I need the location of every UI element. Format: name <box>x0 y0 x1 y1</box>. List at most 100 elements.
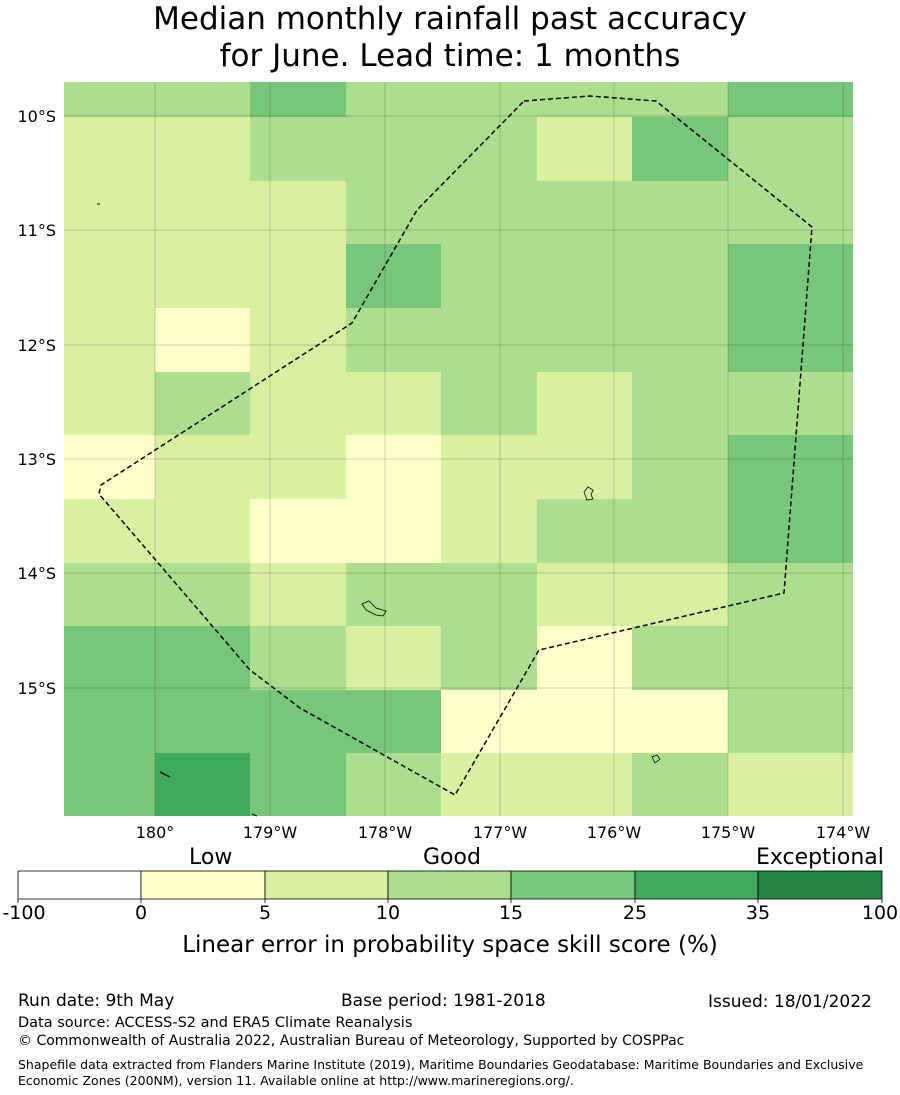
lat-label: 12°S <box>17 336 56 355</box>
grid-cell <box>250 181 346 244</box>
grid-cell <box>250 372 346 435</box>
grid-cell <box>250 563 346 626</box>
grid-cell <box>728 435 823 499</box>
grid-cell <box>823 499 853 563</box>
colorbar-title: Linear error in probability space skill … <box>182 932 718 958</box>
grid-cell <box>728 117 823 181</box>
grid-cell <box>537 690 632 753</box>
colorbar-tick-label: 25 <box>622 902 648 924</box>
grid-cell <box>155 372 250 435</box>
grid-cell <box>632 626 728 690</box>
grid-cell <box>64 308 155 372</box>
grid-cell <box>728 626 823 690</box>
grid-cell <box>346 82 441 117</box>
lon-label: 179°W <box>243 823 298 842</box>
lon-label: 177°W <box>473 823 528 842</box>
colorbar-tick-label: 10 <box>375 902 401 924</box>
grid-cell <box>441 181 537 244</box>
grid-cell <box>441 82 537 117</box>
island-tutuila <box>651 754 661 764</box>
grid-cell <box>441 499 537 563</box>
grid-cell <box>250 499 346 563</box>
grid-cell <box>728 244 823 308</box>
map-panel: 10°S11°S12°S13°S14°S15°S 180° 179°W 178°W 1… <box>17 82 871 842</box>
grid-cell <box>537 626 632 690</box>
grid-cell <box>346 117 441 181</box>
reef-line-2 <box>251 813 258 817</box>
lat-label: 14°S <box>17 564 56 583</box>
copyright: © Commonwealth of Australia 2022, Austra… <box>18 1033 685 1049</box>
grid-cell <box>250 308 346 372</box>
grid-cell <box>346 563 441 626</box>
grid-cell <box>64 244 155 308</box>
colorbar-tick-label: 100 <box>861 902 899 924</box>
colorbar-segment <box>264 870 389 900</box>
grid-cell <box>155 181 250 244</box>
grid-cell <box>823 117 853 181</box>
grid-cell <box>64 435 155 499</box>
grid-cell <box>823 753 853 816</box>
grid-cell <box>441 372 537 435</box>
grid-cell <box>823 435 853 499</box>
colorbar-tick-label: 35 <box>745 902 771 924</box>
colorbar-segment <box>757 870 883 900</box>
colorbar-segment <box>510 870 636 900</box>
grid-cell <box>632 181 728 244</box>
lat-label: 15°S <box>17 679 56 698</box>
longitude-labels: 180° 179°W 178°W 177°W 176°W 175°W 174°W <box>136 823 871 842</box>
grid-cell <box>346 626 441 690</box>
grid-cell <box>632 499 728 563</box>
grid-cell <box>728 372 823 435</box>
map-title-line2: for June. Lead time: 1 months <box>219 38 681 74</box>
colorbar-tick-label: -100 <box>2 902 46 924</box>
island-samoa <box>361 600 387 617</box>
grid-cell <box>728 690 823 753</box>
grid-cell <box>441 753 537 816</box>
grid-cell <box>632 690 728 753</box>
grid-cell <box>346 244 441 308</box>
grid-cell <box>346 753 441 816</box>
grid-cell <box>632 435 728 499</box>
lon-label: 175°W <box>701 823 756 842</box>
shapefile-note: Shapefile data extracted from Flanders M… <box>18 1057 864 1088</box>
grid-cell <box>64 117 155 181</box>
lat-label: 13°S <box>17 450 56 469</box>
grid-cell <box>823 308 853 372</box>
grid-cell <box>155 753 250 816</box>
grid-cell <box>250 753 346 816</box>
grid-cell <box>64 563 155 626</box>
grid-cell <box>441 117 537 181</box>
lat-label: 11°S <box>17 221 56 240</box>
grid-cell <box>728 181 823 244</box>
grid-cell <box>823 563 853 626</box>
grid-cell <box>250 82 346 117</box>
grid-cell <box>537 753 632 816</box>
reef-line <box>159 771 171 778</box>
colorbar-segment <box>140 870 266 900</box>
grid-cell <box>823 690 853 753</box>
grid-cell <box>250 244 346 308</box>
grid-cell <box>346 499 441 563</box>
grid-cell <box>441 308 537 372</box>
grid-cell <box>346 181 441 244</box>
grid-cell <box>728 308 823 372</box>
lon-label: 180° <box>136 823 175 842</box>
grid-cell <box>441 563 537 626</box>
grid-cell <box>155 244 250 308</box>
lon-label: 176°W <box>587 823 642 842</box>
grid-cell <box>441 244 537 308</box>
grid-cell <box>728 499 823 563</box>
grid-cell <box>250 117 346 181</box>
grid-cell <box>537 435 632 499</box>
grid-cell <box>346 690 441 753</box>
grid-cell <box>537 181 632 244</box>
grid-cell <box>823 244 853 308</box>
grid-cell <box>441 690 537 753</box>
run-date: Run date: 9th May <box>18 991 175 1011</box>
grid-cell <box>346 308 441 372</box>
grid-cell <box>346 372 441 435</box>
grid-cell <box>728 82 823 117</box>
grid-cell <box>632 372 728 435</box>
colorbar-segment <box>17 870 142 900</box>
coastlines <box>97 203 661 817</box>
